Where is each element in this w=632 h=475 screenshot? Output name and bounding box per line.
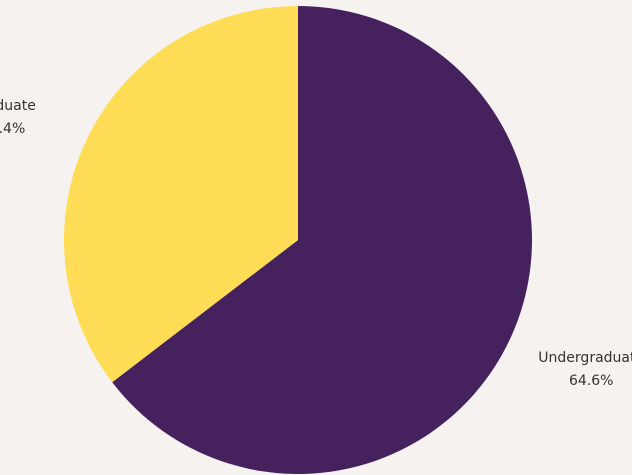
pie-slices	[63, 6, 533, 475]
pie-labels: Undergraduate 64.6% Graduate 35.4%	[0, 98, 632, 389]
pie-label-name: Undergraduate	[538, 350, 632, 366]
pie-label-value: 64.6%	[569, 373, 613, 389]
pie-slice-graduate	[63, 6, 298, 383]
pie-label-value: 35.4%	[0, 121, 25, 137]
pie-label-name: Graduate	[0, 98, 36, 114]
pie-label-undergraduate: Undergraduate 64.6%	[538, 350, 632, 389]
pie-label-graduate: Graduate 35.4%	[0, 98, 36, 137]
pie-slice-undergraduate	[112, 6, 533, 475]
